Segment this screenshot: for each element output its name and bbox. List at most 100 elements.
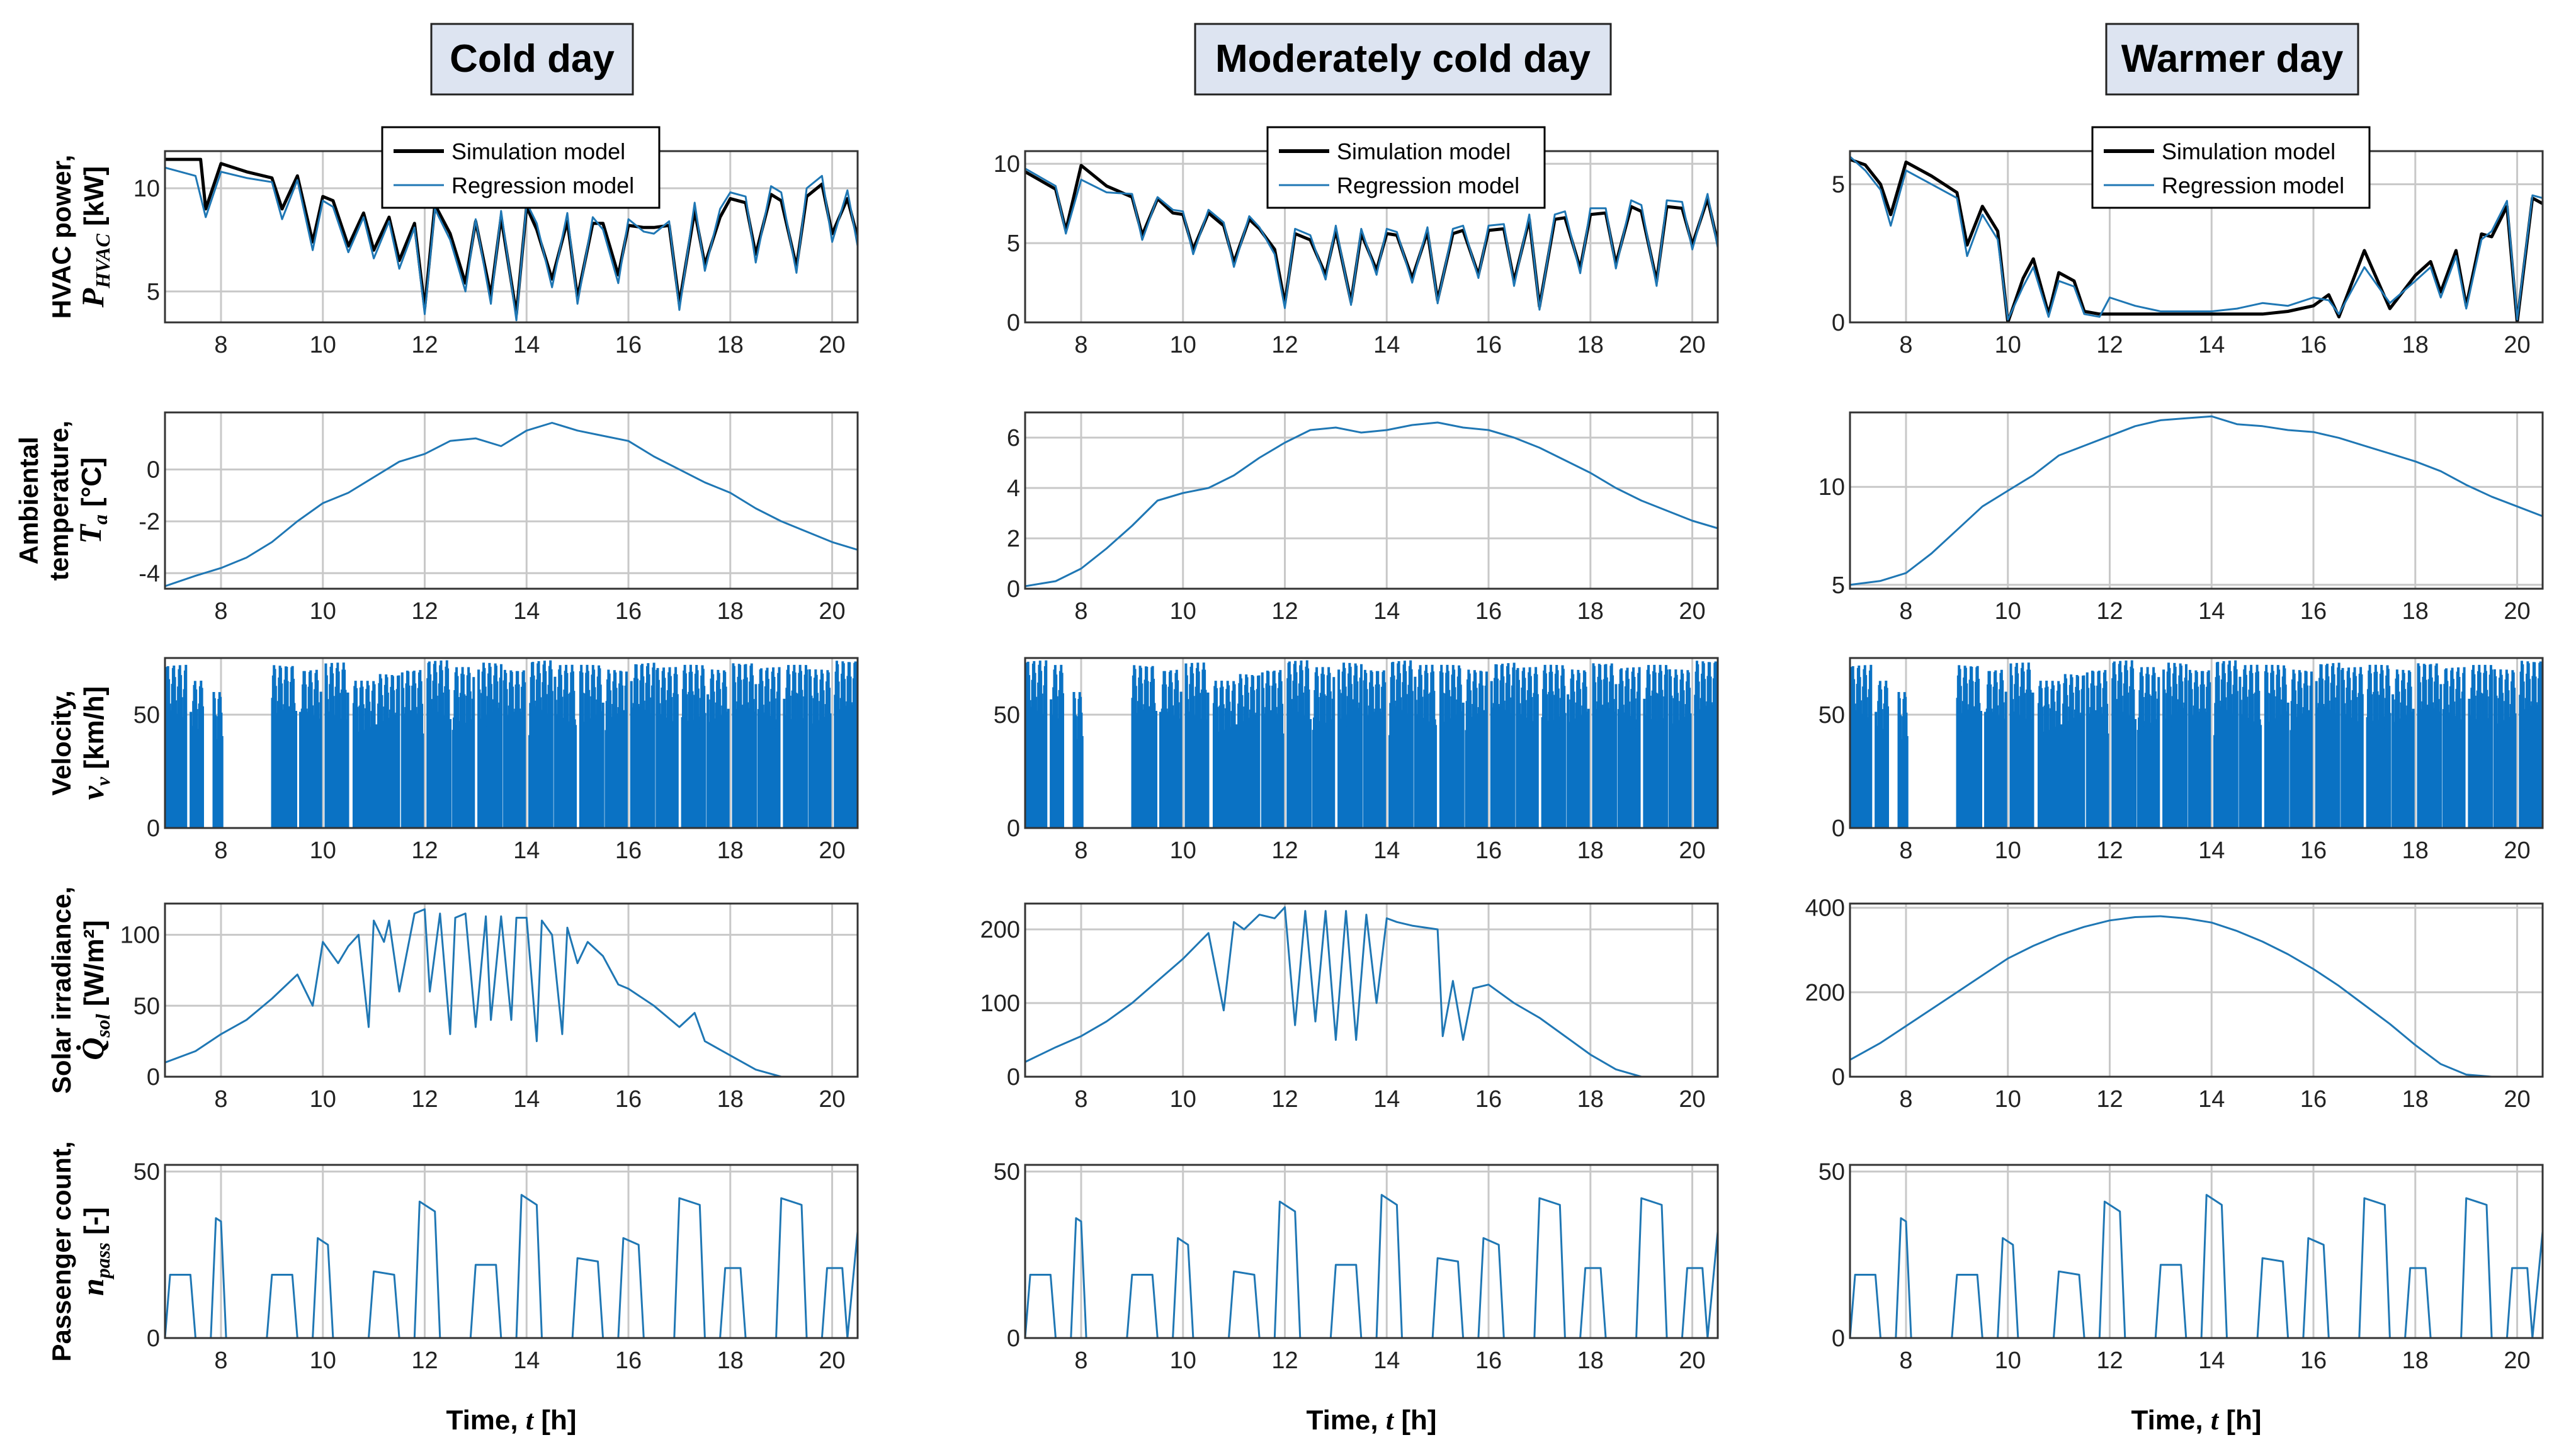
y-tick-label: 50 bbox=[994, 1159, 1020, 1186]
x-tick-label: 18 bbox=[2402, 332, 2429, 358]
legend-label: Regression model bbox=[2162, 173, 2344, 198]
legend-box bbox=[381, 126, 661, 209]
x-tick-label: 8 bbox=[1899, 332, 1912, 358]
column-title-2: Warmer day bbox=[2105, 23, 2359, 96]
velocity-burst bbox=[2187, 669, 2211, 828]
x-tick-label: 8 bbox=[1899, 1086, 1912, 1113]
velocity-burst bbox=[271, 665, 298, 828]
x-tick-label: 12 bbox=[411, 837, 438, 864]
velocity-burst bbox=[1592, 663, 1618, 828]
velocity-burst bbox=[1388, 660, 1414, 828]
series-line-data bbox=[1850, 915, 2543, 1077]
plot-area bbox=[1025, 164, 1718, 311]
y-tick-label: 0 bbox=[147, 815, 160, 842]
x-tick-label: 16 bbox=[1475, 837, 1502, 864]
velocity-burst bbox=[212, 692, 224, 828]
x-tick-label: 8 bbox=[1899, 837, 1912, 864]
y-tick-label: 10 bbox=[1819, 474, 1845, 501]
velocity-burst bbox=[1025, 660, 1048, 828]
plot-area bbox=[1850, 415, 2543, 586]
plot-area bbox=[1850, 915, 2543, 1077]
plot-area bbox=[165, 660, 858, 828]
x-tick-label: 8 bbox=[214, 1347, 227, 1374]
x-axis-label-var: t bbox=[2211, 1405, 2220, 1436]
x-tick-label: 20 bbox=[2504, 837, 2530, 864]
velocity-burst bbox=[1956, 665, 1983, 828]
x-tick-label: 20 bbox=[2504, 332, 2530, 358]
x-tick-label: 12 bbox=[411, 598, 438, 625]
velocity-burst bbox=[1286, 660, 1312, 828]
velocity-burst bbox=[1668, 669, 1692, 828]
y-tick-label: 50 bbox=[1819, 1159, 1845, 1186]
x-tick-label: 14 bbox=[2198, 837, 2225, 864]
row-label-1: Ambiental temperature,Ta [°C] bbox=[14, 421, 111, 581]
legend-label: Regression model bbox=[451, 173, 634, 198]
x-tick-label: 12 bbox=[2096, 1086, 2123, 1113]
x-tick-label: 18 bbox=[2402, 598, 2429, 625]
y-tick-label: 0 bbox=[1007, 310, 1020, 336]
velocity-burst bbox=[299, 669, 322, 828]
y-tick-label: 0 bbox=[1007, 1064, 1020, 1091]
velocity-burst bbox=[579, 664, 604, 828]
y-tick-label: 200 bbox=[1805, 980, 1845, 1006]
row-label-unit: [km/h] bbox=[79, 686, 110, 777]
x-axis-label-unit: [h] bbox=[533, 1405, 576, 1436]
x-tick-label: 14 bbox=[1373, 1086, 1400, 1113]
y-tick-label: 0 bbox=[1832, 815, 1845, 842]
x-tick-label: 14 bbox=[513, 598, 540, 625]
y-tick-label: 50 bbox=[133, 1159, 160, 1186]
x-tick-label: 8 bbox=[1899, 598, 1912, 625]
x-tick-label: 12 bbox=[2096, 598, 2123, 625]
chart-vel-warm: 8 10 12 14 16 18 20 0 50 bbox=[1819, 657, 2544, 864]
x-axis-label-var: t bbox=[526, 1405, 535, 1436]
row-label-var: P bbox=[75, 288, 110, 308]
row-label-unit: [W/m²] bbox=[79, 920, 110, 1014]
velocity-burst bbox=[2060, 674, 2085, 828]
chart-power-warm: 8 10 12 14 16 18 20 0 5 Simulation model Regressio… bbox=[1832, 126, 2544, 358]
velocity-burst bbox=[2392, 669, 2415, 828]
chart-power-cold: 8 10 12 14 16 18 20 5 10 Simulation model Regressi… bbox=[133, 126, 859, 358]
x-tick-label: 18 bbox=[717, 1086, 744, 1113]
series-line-data bbox=[1850, 1194, 2543, 1338]
plot-frame bbox=[164, 902, 859, 1078]
velocity-burst bbox=[2136, 667, 2160, 828]
velocity-burst bbox=[1159, 669, 1183, 828]
x-tick-label: 8 bbox=[214, 1086, 227, 1113]
y-tick-label: 5 bbox=[1832, 172, 1845, 198]
x-tick-label: 8 bbox=[1074, 332, 1087, 358]
velocity-burst bbox=[2009, 662, 2034, 828]
velocity-burst bbox=[2493, 669, 2517, 828]
velocity-burst bbox=[165, 664, 188, 828]
x-axis-label-prefix: Time, bbox=[1307, 1405, 1386, 1436]
x-tick-label: 12 bbox=[1271, 1347, 1298, 1374]
velocity-burst bbox=[2213, 660, 2238, 828]
velocity-burst bbox=[352, 681, 376, 828]
x-tick-label: 8 bbox=[1899, 1347, 1912, 1374]
plot-frame bbox=[1849, 657, 2544, 829]
row-label-line1: temperature, bbox=[44, 421, 74, 581]
plot-frame bbox=[1849, 411, 2544, 590]
x-tick-label: 16 bbox=[615, 1086, 642, 1113]
x-tick-label: 18 bbox=[1577, 332, 1604, 358]
y-tick-label: -4 bbox=[139, 560, 160, 587]
velocity-burst bbox=[1235, 674, 1261, 828]
velocity-burst bbox=[451, 667, 475, 828]
x-tick-label: 20 bbox=[819, 1347, 845, 1374]
x-axis-label-2: Time, t [h] bbox=[2131, 1405, 2262, 1436]
x-tick-label: 8 bbox=[214, 332, 227, 358]
velocity-burst bbox=[834, 661, 858, 828]
x-tick-label: 20 bbox=[1679, 837, 1705, 864]
velocity-burst bbox=[426, 660, 452, 828]
series-line-data bbox=[1025, 421, 1718, 587]
velocity-burst bbox=[783, 664, 809, 828]
y-tick-label: 100 bbox=[980, 990, 1020, 1017]
row-label-line2: npass [-] bbox=[75, 1207, 114, 1296]
row-label-var: T bbox=[72, 523, 108, 544]
chart-sol-cold: 8 10 12 14 16 18 20 0 50 100 bbox=[120, 902, 859, 1113]
velocity-burst bbox=[681, 664, 706, 828]
velocity-burst bbox=[2238, 664, 2262, 828]
series-line-regression-model bbox=[1850, 156, 2543, 321]
velocity-burst bbox=[1850, 664, 1873, 828]
